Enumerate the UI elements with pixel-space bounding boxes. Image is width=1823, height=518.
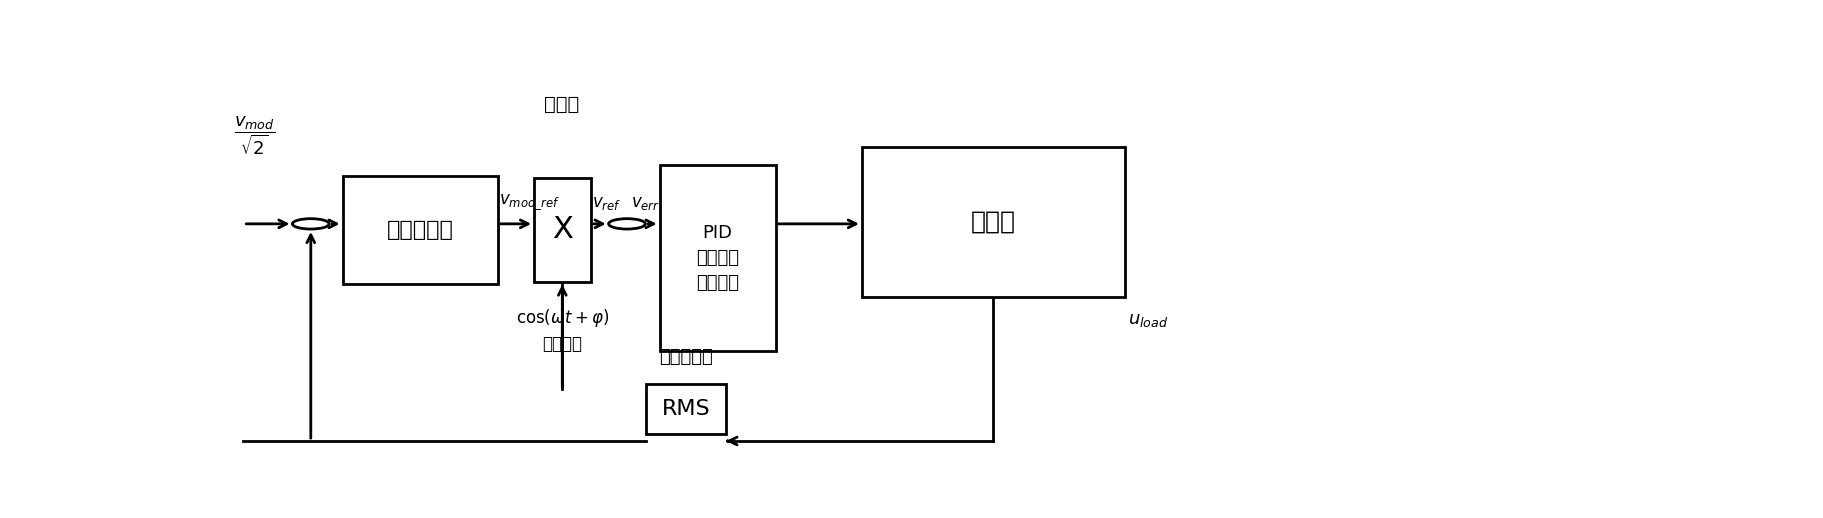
Text: 有效值计算: 有效值计算 [660,348,713,366]
Text: PID
比例积分
微分调节: PID 比例积分 微分调节 [696,224,738,292]
Text: $v_{ref}$: $v_{ref}$ [592,194,622,212]
Text: RMS: RMS [662,399,711,419]
Circle shape [609,219,645,229]
Circle shape [292,219,330,229]
Text: X: X [552,215,572,244]
Bar [660,165,777,351]
Text: $v_{err}$: $v_{err}$ [631,194,660,212]
Text: 有效值调节: 有效值调节 [386,220,454,240]
Bar [343,176,498,284]
Text: $\dfrac{v_{mod}}{\sqrt{2}}$: $\dfrac{v_{mod}}{\sqrt{2}}$ [233,114,275,157]
Bar [862,147,1125,297]
Bar [534,178,591,282]
Text: 逆变器: 逆变器 [970,210,1015,234]
Text: $\cos(\omega t + \varphi)$
相位给定: $\cos(\omega t + \varphi)$ 相位给定 [516,307,609,353]
Text: $u_{load}$: $u_{load}$ [1128,311,1169,329]
Text: 乘法器: 乘法器 [545,95,580,114]
Text: $v_{mod\_ref}$: $v_{mod\_ref}$ [500,193,560,212]
Bar [647,384,726,434]
